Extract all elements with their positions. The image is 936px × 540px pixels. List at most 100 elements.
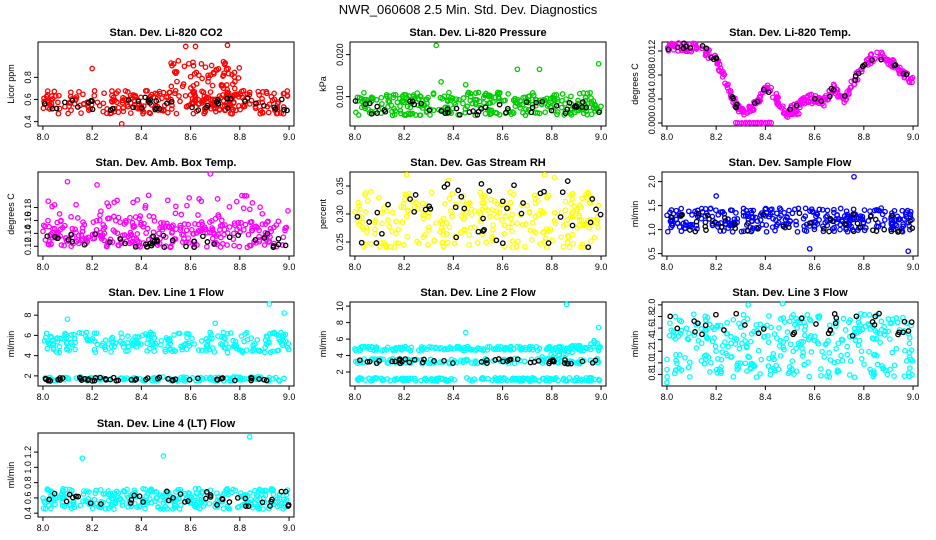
x-tick-label: 8.0 bbox=[37, 132, 50, 142]
data-point bbox=[816, 206, 823, 213]
y-tick-label: 0.010 bbox=[335, 85, 345, 108]
data-point bbox=[282, 242, 289, 249]
data-point bbox=[64, 178, 71, 185]
data-point bbox=[413, 199, 419, 206]
data-point bbox=[827, 357, 834, 363]
data-point bbox=[40, 222, 47, 229]
data-point bbox=[745, 302, 752, 308]
data-point bbox=[724, 352, 731, 359]
data-point bbox=[185, 60, 192, 67]
data-point bbox=[426, 377, 433, 383]
data-point bbox=[110, 94, 117, 101]
panel-title: Stan. Dev. Gas Stream RH bbox=[410, 157, 546, 169]
data-point bbox=[260, 506, 266, 512]
data-point bbox=[176, 330, 183, 337]
data-point bbox=[793, 345, 800, 352]
data-point bbox=[198, 338, 205, 344]
data-point bbox=[425, 241, 431, 248]
data-point bbox=[362, 190, 369, 196]
data-point bbox=[730, 316, 737, 323]
data-point bbox=[211, 70, 217, 77]
data-point bbox=[858, 356, 865, 362]
data-point bbox=[744, 211, 751, 217]
data-point bbox=[416, 240, 422, 247]
data-point bbox=[373, 360, 380, 367]
data-point bbox=[41, 337, 48, 344]
data-point bbox=[281, 310, 288, 316]
data-point bbox=[587, 219, 594, 226]
data-point bbox=[418, 100, 425, 107]
data-point bbox=[816, 315, 822, 321]
y-tick-label: 0.30 bbox=[335, 205, 345, 223]
data-point bbox=[69, 342, 76, 348]
data-point bbox=[244, 95, 251, 101]
data-point bbox=[282, 488, 289, 495]
panel-title: Stan. Dev. Li-820 Temp. bbox=[729, 27, 851, 39]
data-point bbox=[82, 498, 89, 505]
data-point bbox=[494, 214, 500, 220]
data-point bbox=[180, 232, 187, 238]
data-point bbox=[571, 103, 578, 110]
data-point bbox=[475, 108, 482, 115]
data-point bbox=[97, 229, 104, 236]
data-point bbox=[445, 109, 451, 116]
data-point bbox=[460, 198, 466, 205]
data-point bbox=[520, 200, 526, 206]
data-point bbox=[681, 40, 687, 47]
data-point bbox=[888, 228, 895, 235]
data-point bbox=[545, 344, 552, 351]
data-point bbox=[702, 317, 709, 323]
data-point bbox=[847, 84, 854, 91]
data-point bbox=[66, 491, 73, 498]
data-point bbox=[794, 228, 801, 235]
data-point bbox=[554, 348, 561, 355]
data-point bbox=[173, 69, 180, 75]
data-point bbox=[732, 341, 739, 347]
data-point bbox=[760, 326, 767, 332]
data-point bbox=[446, 377, 452, 384]
data-point bbox=[515, 238, 521, 245]
data-point bbox=[105, 340, 112, 347]
data-point bbox=[758, 356, 765, 363]
data-point bbox=[723, 82, 730, 89]
data-point bbox=[154, 237, 160, 243]
data-point bbox=[522, 243, 528, 250]
data-point bbox=[443, 220, 450, 226]
data-point bbox=[177, 225, 184, 231]
y-axis-label: ml/min bbox=[630, 201, 640, 228]
data-point bbox=[94, 182, 100, 188]
data-point bbox=[539, 354, 545, 360]
data-point bbox=[434, 376, 440, 383]
data-point bbox=[417, 103, 424, 109]
data-point bbox=[566, 244, 573, 251]
data-point bbox=[355, 112, 362, 118]
y-tick-label: 2.0 bbox=[647, 299, 657, 312]
data-point bbox=[405, 346, 412, 353]
data-point bbox=[414, 205, 421, 212]
data-point bbox=[233, 91, 240, 98]
x-tick-label: 8.0 bbox=[661, 392, 674, 402]
data-point bbox=[84, 336, 91, 343]
data-point bbox=[551, 217, 558, 224]
data-point bbox=[197, 492, 204, 499]
data-point bbox=[461, 227, 468, 234]
data-point bbox=[790, 348, 797, 355]
data-point bbox=[854, 220, 861, 227]
data-point bbox=[472, 360, 478, 367]
data-point bbox=[230, 343, 237, 350]
x-tick-label: 8.0 bbox=[349, 132, 362, 142]
data-point bbox=[184, 103, 190, 110]
data-point bbox=[91, 346, 98, 353]
data-point bbox=[147, 488, 154, 495]
data-point bbox=[772, 217, 779, 223]
y-tick-label: 0.4 bbox=[23, 507, 33, 520]
data-point bbox=[895, 229, 901, 235]
data-point bbox=[121, 221, 128, 227]
data-point bbox=[532, 195, 539, 202]
data-point bbox=[900, 70, 907, 77]
data-point bbox=[557, 214, 564, 220]
y-axis-label: degrees C bbox=[630, 63, 640, 105]
data-point bbox=[857, 224, 864, 231]
x-tick-label: 8.4 bbox=[135, 392, 148, 402]
